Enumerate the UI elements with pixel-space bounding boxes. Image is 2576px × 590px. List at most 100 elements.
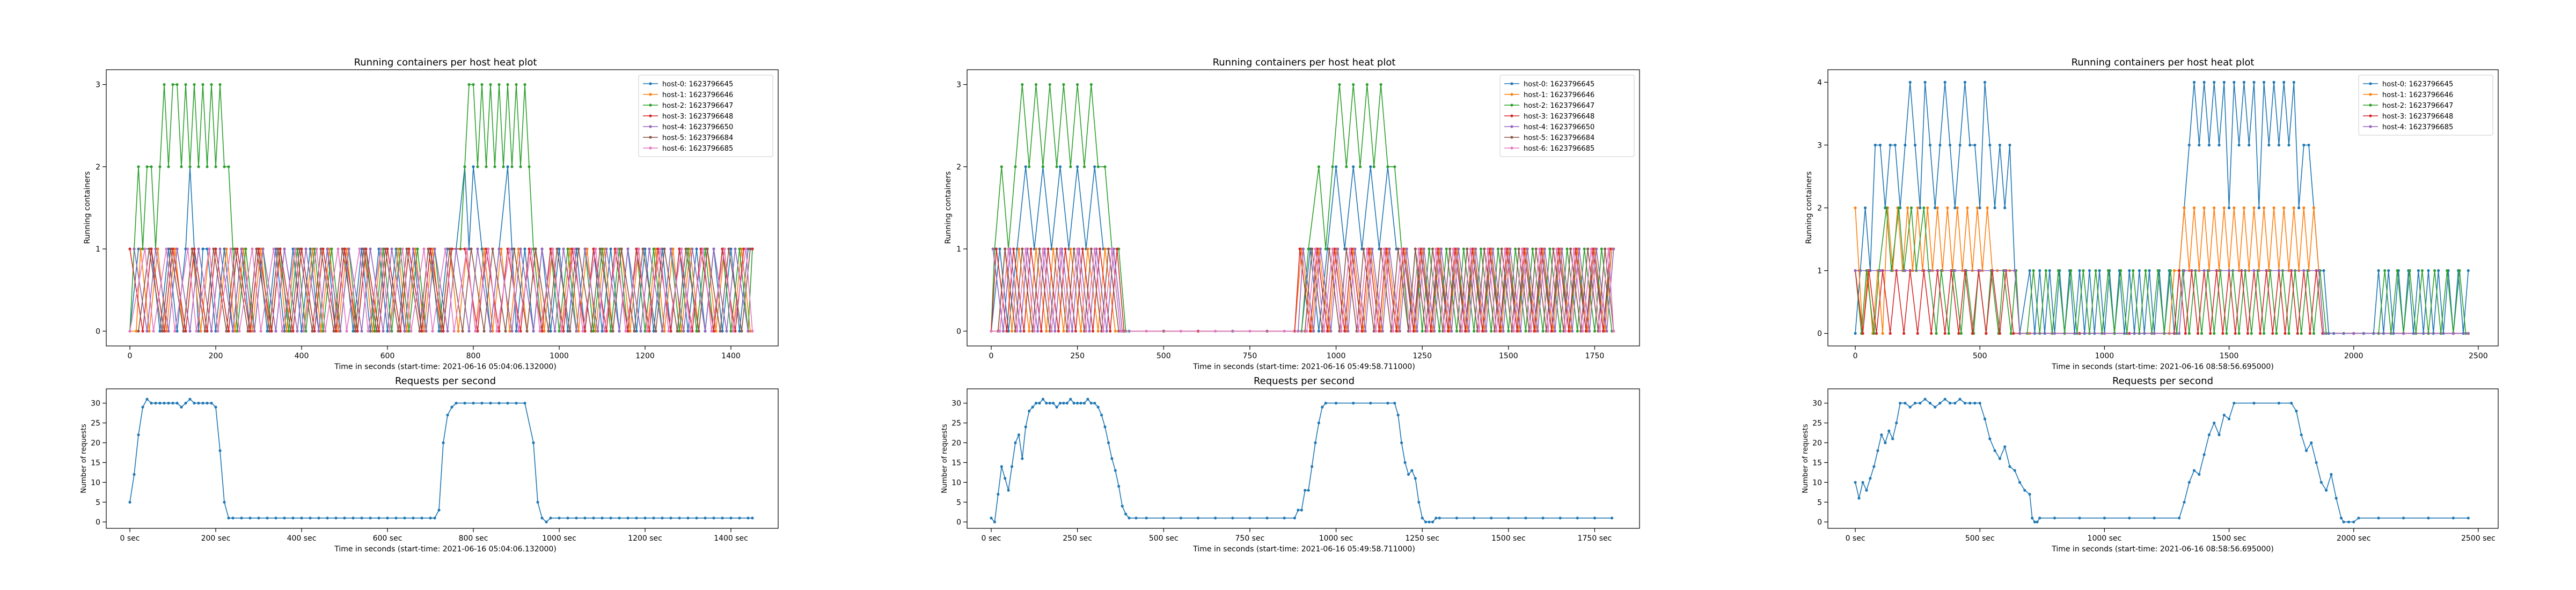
data-point bbox=[1305, 329, 1308, 333]
data-point bbox=[2028, 269, 2031, 272]
data-point bbox=[731, 329, 735, 333]
data-point bbox=[223, 247, 226, 250]
data-point bbox=[1053, 329, 1057, 333]
data-point bbox=[1588, 329, 1591, 333]
x-axis-label: Time in seconds (start-time: 2021-06-16 … bbox=[2051, 363, 2274, 371]
data-point bbox=[605, 247, 608, 250]
data-point bbox=[1509, 247, 1512, 250]
x-tick-label: 400 sec bbox=[287, 534, 317, 543]
data-point bbox=[227, 329, 230, 333]
data-point bbox=[1421, 329, 1424, 333]
data-point bbox=[1105, 329, 1108, 333]
y-tick-label: 30 bbox=[1812, 400, 1822, 408]
data-point bbox=[605, 329, 608, 333]
data-point bbox=[300, 247, 303, 250]
data-point bbox=[1502, 329, 1505, 333]
data-point bbox=[590, 329, 593, 333]
data-point bbox=[1414, 247, 1417, 250]
data-point bbox=[1909, 206, 1913, 210]
data-point bbox=[551, 247, 554, 250]
data-point bbox=[1374, 329, 1377, 333]
data-point bbox=[128, 500, 131, 504]
legend-marker bbox=[649, 125, 652, 128]
data-point bbox=[2312, 332, 2315, 335]
data-point bbox=[1904, 269, 1907, 272]
legend-label: host-0: 1623796645 bbox=[2382, 80, 2453, 88]
data-point bbox=[1517, 247, 1520, 250]
data-point bbox=[1569, 247, 1572, 250]
legend-label: host-0: 1623796645 bbox=[1524, 80, 1594, 88]
data-point bbox=[257, 247, 260, 250]
data-point bbox=[2322, 332, 2325, 335]
data-point bbox=[2218, 143, 2221, 147]
data-point bbox=[1017, 433, 1020, 437]
data-point bbox=[197, 329, 200, 333]
data-point bbox=[2069, 269, 2073, 272]
data-point bbox=[1128, 517, 1131, 520]
requests-chart-3: Requests per second 0 sec 500 sec 1000 sec… bbox=[1802, 375, 2499, 554]
data-point bbox=[1514, 247, 1517, 250]
data-point bbox=[738, 329, 741, 333]
data-point bbox=[379, 247, 383, 250]
data-point bbox=[2433, 269, 2436, 272]
data-point bbox=[727, 247, 730, 250]
chart-title: Running containers per host heat plot bbox=[1213, 57, 1396, 68]
data-point bbox=[270, 329, 273, 333]
data-point bbox=[695, 247, 698, 250]
data-point bbox=[304, 247, 308, 250]
data-point bbox=[433, 247, 436, 250]
data-point bbox=[2202, 206, 2206, 210]
x-tick-label: 750 bbox=[1243, 352, 1257, 360]
data-point bbox=[1324, 402, 1327, 405]
data-point bbox=[2178, 269, 2181, 272]
data-point bbox=[1998, 457, 2001, 460]
data-point bbox=[1231, 517, 1234, 520]
data-point bbox=[1583, 247, 1586, 250]
data-point bbox=[184, 329, 187, 333]
data-point bbox=[128, 329, 131, 333]
data-point bbox=[2202, 453, 2206, 456]
data-point bbox=[2437, 269, 2440, 272]
data-point bbox=[532, 247, 535, 250]
data-point bbox=[474, 329, 477, 333]
data-point bbox=[272, 247, 275, 250]
data-point bbox=[1311, 247, 1314, 250]
data-point bbox=[480, 402, 484, 405]
data-point bbox=[339, 329, 342, 333]
data-point bbox=[523, 402, 526, 405]
data-point bbox=[543, 329, 546, 333]
data-point bbox=[158, 165, 162, 168]
data-point bbox=[2184, 332, 2187, 335]
x-tick-label: 750 sec bbox=[1235, 534, 1265, 543]
data-point bbox=[1554, 329, 1557, 333]
data-point bbox=[431, 329, 434, 333]
data-point bbox=[1089, 247, 1093, 250]
data-point bbox=[1861, 332, 1864, 335]
legend-marker bbox=[1510, 93, 1513, 96]
data-point bbox=[609, 517, 612, 520]
chart-title: Requests per second bbox=[2112, 375, 2213, 387]
data-point bbox=[2153, 332, 2156, 335]
data-point bbox=[592, 329, 595, 333]
data-point bbox=[1004, 247, 1007, 250]
data-point bbox=[1601, 329, 1605, 333]
data-point bbox=[1500, 247, 1503, 250]
data-point bbox=[165, 247, 168, 250]
x-tick-label: 1500 bbox=[1499, 352, 1518, 360]
data-point bbox=[1055, 165, 1058, 168]
data-point bbox=[1014, 165, 1017, 168]
data-point bbox=[191, 247, 194, 250]
data-point bbox=[442, 329, 445, 333]
data-point bbox=[1293, 517, 1296, 520]
data-point bbox=[137, 329, 140, 333]
data-point bbox=[2038, 517, 2041, 520]
data-point bbox=[405, 247, 408, 250]
data-point bbox=[169, 247, 172, 250]
data-point bbox=[2297, 206, 2301, 210]
data-point bbox=[296, 329, 299, 333]
data-point bbox=[418, 329, 421, 333]
data-point bbox=[1452, 247, 1455, 250]
data-point bbox=[2196, 332, 2200, 335]
data-point bbox=[2242, 206, 2245, 210]
data-point bbox=[2352, 332, 2355, 335]
